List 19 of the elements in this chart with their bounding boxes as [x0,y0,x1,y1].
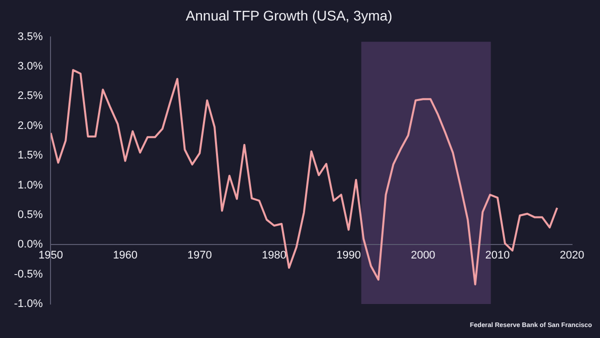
x-tick-label: 2020 [560,249,584,262]
y-tick-label: 2.0% [18,120,43,132]
y-tick-label: 1.0% [18,179,43,192]
x-tick-label: 1980 [262,249,286,262]
y-tick-label: -1.0% [14,298,43,310]
x-tick-label: 1950 [38,249,63,262]
y-tick-label: 0.0% [18,238,43,251]
y-tick-label: 3.5% [18,30,43,43]
chart-title: Annual TFP Growth (USA, 3yma) [186,7,392,24]
y-tick-label: -0.5% [14,268,43,280]
y-tick-label: 2.5% [18,90,43,102]
x-tick-label: 2000 [410,249,436,262]
x-tick-label: 1970 [187,249,212,262]
x-tick-label: 1990 [336,249,361,262]
y-tick-label: 3.0% [18,60,43,73]
x-tick-label: 2010 [485,249,510,262]
y-tick-label: 1.5% [18,150,43,162]
x-tick-label: 1960 [112,249,138,262]
y-tick-label: 0.5% [18,208,43,221]
